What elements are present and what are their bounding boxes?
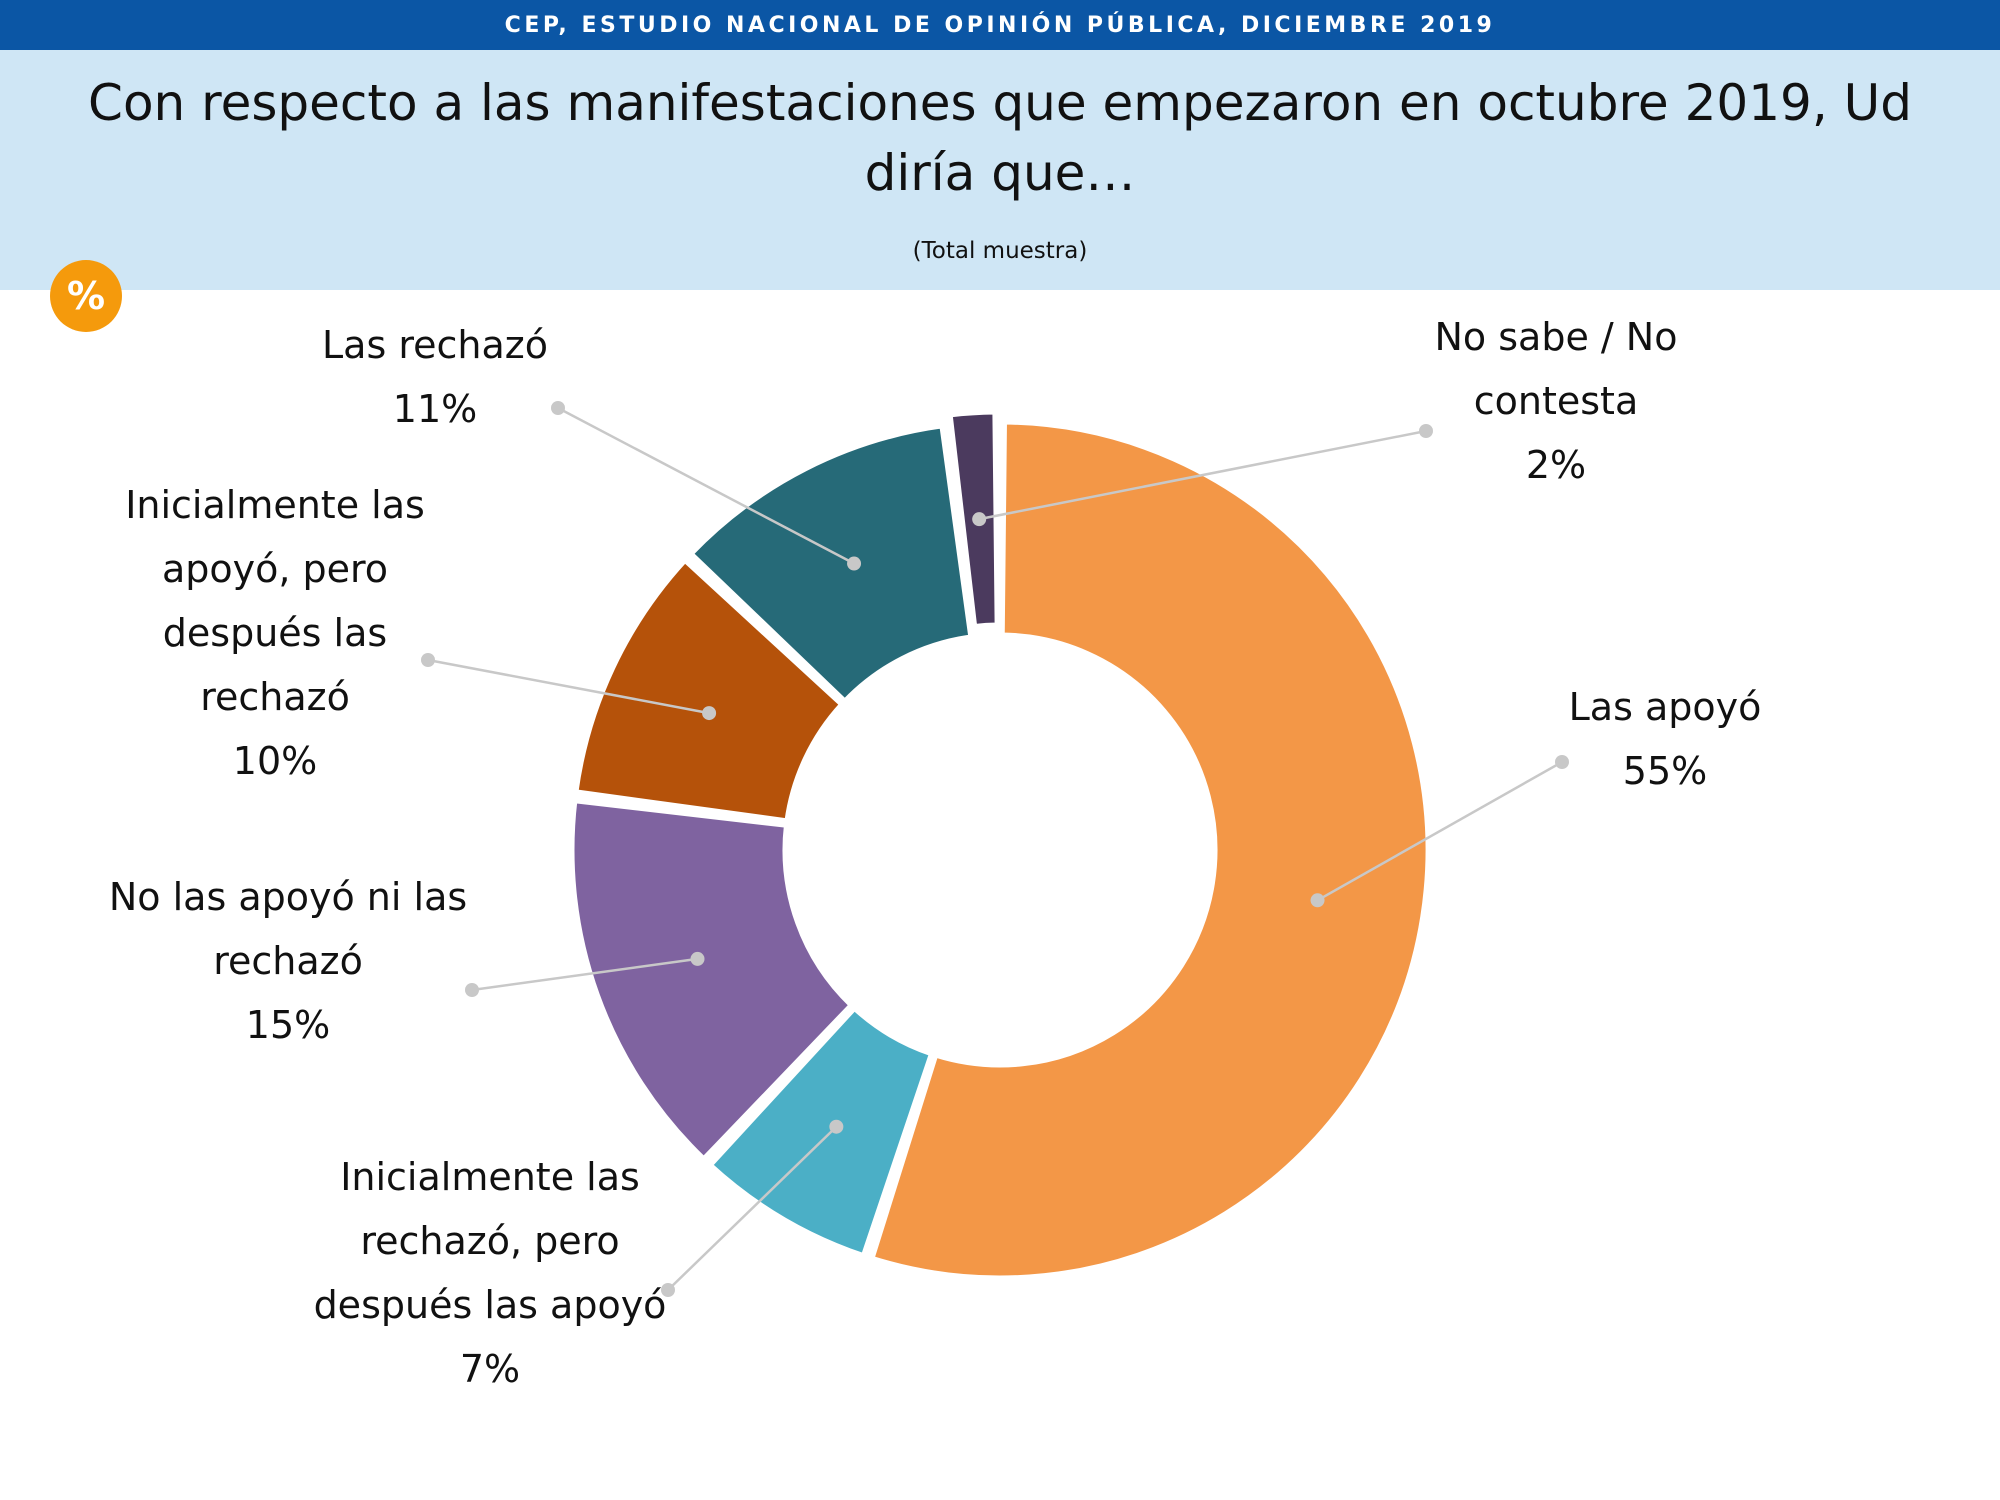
leader-dot	[702, 706, 717, 721]
slice-label: Las rechazó 11%	[322, 323, 548, 431]
slice-category-label: No las apoyó ni las	[109, 875, 467, 919]
leader-dot	[1419, 424, 1433, 438]
leader-dot	[465, 983, 479, 997]
source-banner: CEP, ESTUDIO NACIONAL DE OPINIÓN PÚBLICA…	[0, 0, 2000, 50]
leader-dot	[661, 1283, 675, 1297]
slice-label: No las apoyó ni las rechazó 15%	[109, 875, 467, 1047]
chart-subtitle: (Total muestra)	[912, 238, 1088, 264]
leader-line	[471, 957, 698, 992]
slice-category-label: Inicialmente las	[340, 1155, 640, 1199]
leader-dot	[972, 512, 987, 527]
slices-layer	[569, 409, 1431, 1281]
donut-slice	[868, 419, 1431, 1281]
slice-category-label: rechazó, pero	[360, 1219, 619, 1263]
donut-slice	[569, 798, 855, 1163]
leader-line	[1316, 760, 1563, 902]
slice-label: Inicialmente las rechazó, pero después las…	[314, 1155, 667, 1391]
slice-label: Las apoyó 55%	[1569, 685, 1762, 793]
slice-value-label: 11%	[393, 387, 477, 431]
leader-line	[557, 406, 855, 565]
slice-value-label: 2%	[1526, 443, 1586, 487]
slice-category-label: rechazó	[213, 939, 363, 983]
leader-line	[667, 1125, 838, 1291]
leader-lines-layer	[421, 401, 1569, 1297]
donut-slice	[573, 556, 846, 824]
slice-category-label: Las rechazó	[322, 323, 548, 367]
header-band	[0, 50, 2000, 290]
slice-category-label: Las apoyó	[1569, 685, 1762, 729]
leader-line	[427, 658, 710, 715]
slice-category-label: contesta	[1474, 379, 1639, 423]
labels-layer: Las apoyó 55% Inicialmente las rechazó, per…	[109, 315, 1762, 1391]
leader-line	[978, 429, 1427, 521]
slice-category-label: rechazó	[200, 675, 350, 719]
slice-category-label: después las	[163, 611, 387, 655]
slice-category-label: después las apoyó	[314, 1283, 667, 1327]
slice-value-label: 7%	[460, 1347, 520, 1391]
slice-label: Inicialmente las apoyó, pero después las re…	[125, 483, 425, 783]
slice-label: No sabe / No contesta 2%	[1435, 315, 1678, 487]
leader-dot	[1555, 755, 1569, 769]
leader-dot	[690, 951, 705, 966]
chart-title: Con respecto a las manifestaciones que e…	[88, 74, 1912, 202]
percent-badge-icon: %	[50, 260, 122, 332]
slice-category-label: apoyó, pero	[162, 547, 388, 591]
leader-dot	[1310, 893, 1325, 908]
slice-category-label: Inicialmente las	[125, 483, 425, 527]
leader-dot	[829, 1119, 844, 1134]
leader-dot	[421, 653, 435, 667]
slice-value-label: 15%	[246, 1003, 330, 1047]
donut-slice	[687, 423, 974, 705]
slice-value-label: 10%	[233, 739, 317, 783]
slice-value-label: 55%	[1623, 749, 1707, 793]
leader-dot	[847, 556, 862, 571]
slice-category-label: No sabe / No	[1435, 315, 1678, 359]
leader-dot	[551, 401, 565, 415]
